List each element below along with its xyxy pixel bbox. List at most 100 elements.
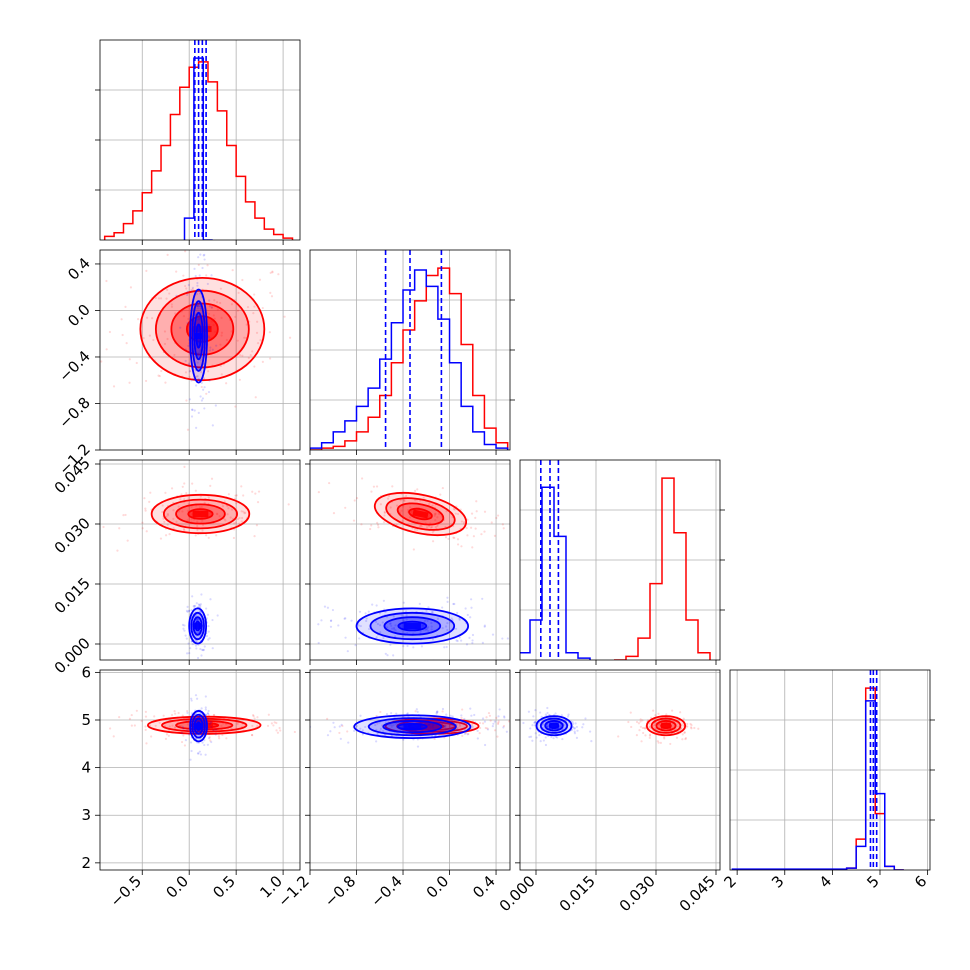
scatter-point (122, 514, 125, 517)
scatter-point (186, 509, 189, 512)
scatter-point (168, 292, 171, 295)
scatter-point (170, 303, 173, 306)
scatter-point (454, 512, 457, 515)
scatter-point (627, 720, 630, 724)
scatter-point (120, 318, 123, 321)
scatter-point (256, 320, 259, 323)
scatter-point (436, 516, 439, 519)
scatter-point (125, 342, 128, 345)
scatter-point (218, 515, 221, 518)
scatter-point (467, 725, 470, 728)
scatter-point (199, 647, 202, 651)
scatter-point (185, 287, 188, 290)
scatter-point (182, 727, 185, 731)
scatter-point (326, 606, 330, 609)
contours-red (645, 715, 687, 737)
scatter-point (194, 604, 197, 607)
scatter-point (146, 316, 149, 319)
scatter-point (195, 647, 198, 650)
scatter-point (328, 481, 331, 485)
scatter-point (401, 519, 404, 523)
scatter-point (314, 716, 316, 718)
density-peak (192, 511, 209, 517)
scatter-point (199, 307, 202, 310)
scatter-point (675, 736, 679, 739)
scatter-point (460, 721, 463, 724)
panel-2-2 (519, 459, 725, 665)
scatter-point (272, 724, 275, 727)
scatter-point (439, 721, 442, 724)
scatter-point (471, 728, 474, 731)
scatter-point (428, 525, 431, 528)
scatter-point (425, 628, 429, 631)
scatter-point (288, 336, 292, 339)
scatter-point (221, 505, 225, 508)
scatter-point (205, 607, 208, 610)
scatter-point (283, 315, 286, 318)
scatter-point (148, 724, 152, 727)
scatter-point (231, 269, 234, 272)
scatter-point (197, 263, 200, 267)
scatter-point (528, 735, 531, 739)
scatter-point (375, 636, 378, 639)
scatter-point (409, 506, 412, 509)
scatter-point (671, 709, 674, 712)
scatter-point (187, 609, 191, 612)
scatter-point (182, 734, 185, 737)
histogram-blue (520, 486, 591, 660)
y-tick-label: −0.8 (55, 394, 93, 432)
scatter-point (202, 648, 206, 651)
scatter-point (413, 528, 417, 531)
scatter-point (430, 625, 433, 628)
scatter-point (137, 318, 140, 321)
scatter-point (317, 623, 320, 626)
scatter-point (256, 724, 259, 728)
scatter-point (105, 348, 108, 351)
scatter-point (376, 521, 379, 524)
scatter-point (654, 714, 657, 717)
scatter-point (211, 424, 214, 427)
contour-line (139, 277, 266, 382)
scatter-point (503, 716, 506, 719)
scatter-point (479, 726, 482, 730)
scatter-point (208, 305, 211, 308)
y-tick-label: 2 (81, 854, 91, 872)
scatter-point (431, 540, 435, 543)
scatter-point (355, 724, 359, 728)
scatter-point (431, 726, 435, 729)
contour-line (397, 620, 428, 632)
scatter-point (198, 715, 201, 718)
scatter-point (466, 733, 469, 736)
scatter-point (480, 533, 483, 536)
contour-line (154, 289, 250, 369)
scatter-point (219, 287, 223, 290)
scatter-point (275, 729, 278, 732)
scatter-point (544, 743, 548, 747)
x-tick-label: 3 (768, 872, 787, 891)
scatter-point (200, 385, 203, 389)
scatter-point (446, 628, 449, 632)
scatter-point (184, 284, 187, 288)
x-tick-label: −1.2 (274, 872, 312, 910)
scatter-point (475, 510, 478, 513)
scatter-point (163, 342, 167, 346)
contour-line (150, 493, 251, 535)
scatter-point (331, 608, 335, 612)
scatter-point (465, 527, 468, 530)
scatter-point (210, 720, 213, 723)
scatter-point (196, 304, 199, 307)
scatter-point (238, 516, 241, 520)
scatter-point (230, 303, 234, 306)
scatter-point (151, 317, 154, 320)
scatter-point (458, 636, 461, 639)
scatter-point (124, 513, 127, 517)
scatter-point (170, 487, 174, 490)
scatter-point (382, 636, 385, 640)
scatter-point (196, 305, 199, 308)
contour-line (385, 497, 456, 531)
scatter-point (121, 333, 124, 337)
scatter-point (209, 722, 212, 725)
x-tick-label: −0.8 (321, 872, 359, 910)
scatter-point (434, 518, 437, 522)
scatter-point (215, 512, 219, 515)
